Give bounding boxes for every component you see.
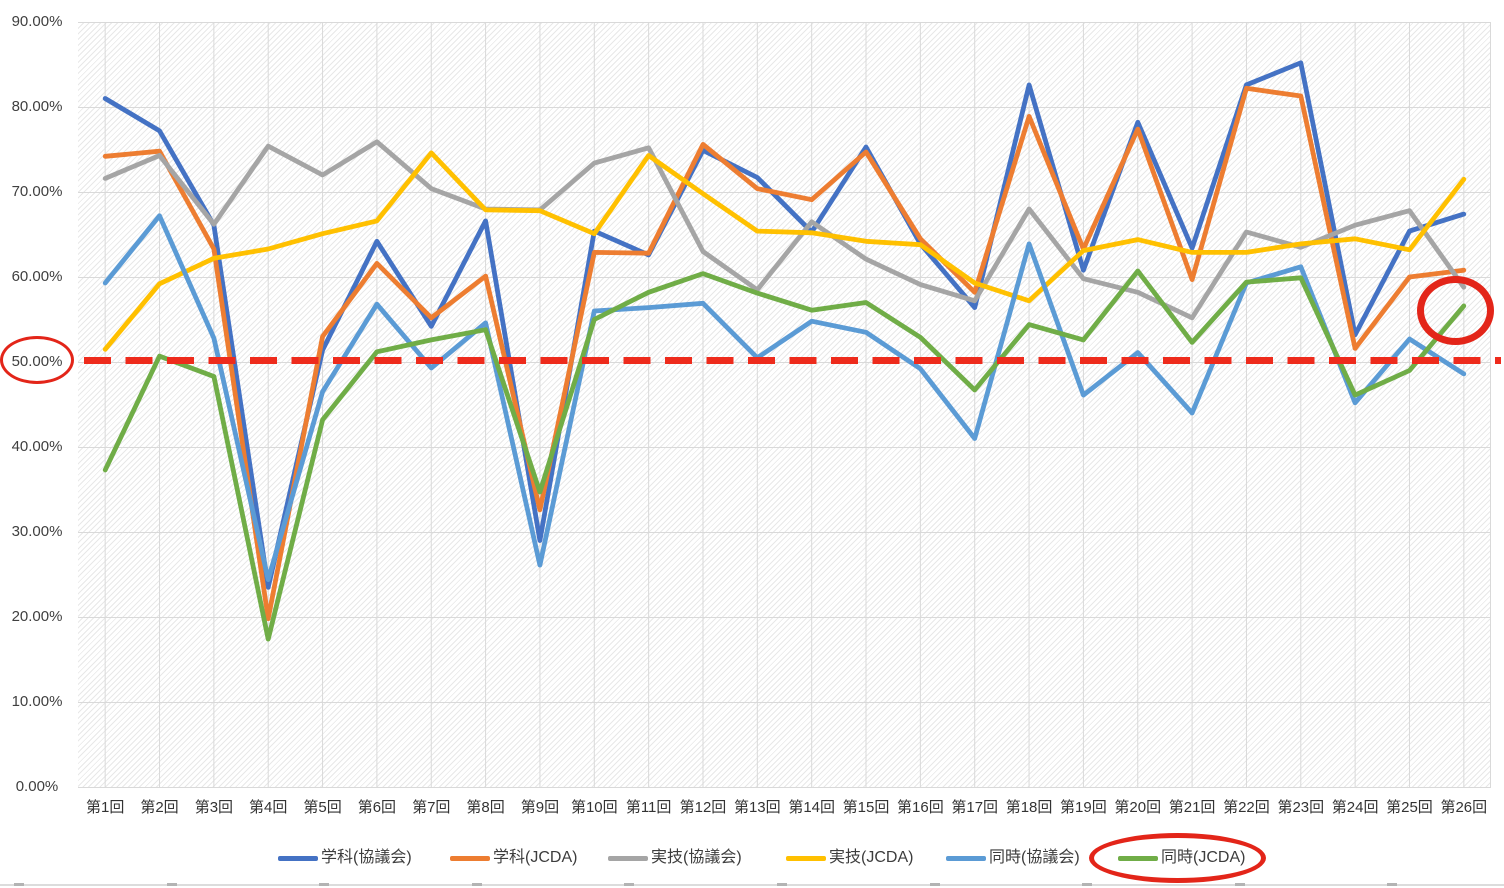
- y-tick-label-0: 0.00%: [15, 778, 59, 795]
- legend-label-doji-kyogikai: 同時(協議会): [989, 849, 1080, 866]
- legend-item-doji-kyogikai: 同時(協議会): [946, 846, 1080, 870]
- x-tick-label-16: 第16回: [897, 799, 944, 816]
- x-tick-label-24: 第24回: [1331, 799, 1379, 816]
- legend-swatch-gakka-kyogikai: [278, 855, 318, 861]
- sheet-column-border-tick: [624, 883, 634, 886]
- x-tick-label-5: 第5回: [303, 799, 342, 816]
- sheet-column-border-tick: [777, 883, 787, 886]
- legend-item-gakka-jcda: 学科(JCDA): [450, 846, 577, 870]
- x-tick-label-11: 第11回: [625, 799, 672, 816]
- y-tick-label-10: 10.00%: [11, 693, 63, 710]
- x-tick-label-9: 第9回: [520, 799, 560, 816]
- x-tick-label-6: 第6回: [357, 799, 397, 816]
- legend-label-jitsugi-jcda: 実技(JCDA): [829, 849, 914, 866]
- sheet-column-border-tick: [930, 883, 940, 886]
- series-line-jitsugi-jcda: [102, 150, 1467, 352]
- x-tick-label-2: 第2回: [140, 799, 179, 816]
- series-line-gakka-kyogikai: [102, 60, 1467, 590]
- y-tick-label-40: 40.00%: [11, 438, 63, 455]
- sheet-column-border-tick: [319, 883, 329, 886]
- sheet-column-border-tick: [1387, 883, 1397, 886]
- sheet-column-border-tick: [167, 883, 177, 886]
- x-tick-label-20: 第20回: [1114, 799, 1162, 816]
- legend-label-jitsugi-kyogikai: 実技(協議会): [651, 849, 742, 866]
- red-circle-final-doji-jcda-point: [1417, 276, 1494, 345]
- sheet-column-border-tick: [1082, 883, 1092, 886]
- legend-swatch-jitsugi-kyogikai: [608, 855, 648, 861]
- x-tick-label-8: 第8回: [466, 799, 505, 816]
- x-tick-label-3: 第3回: [194, 799, 234, 816]
- x-tick-label-13: 第13回: [733, 799, 781, 816]
- legend-item-jitsugi-kyogikai: 実技(協議会): [608, 846, 742, 870]
- series-line-doji-jcda: [102, 268, 1467, 642]
- x-tick-label-18: 第18回: [1005, 799, 1053, 816]
- legend-swatch-gakka-jcda: [450, 855, 490, 861]
- x-tick-label-12: 第12回: [679, 799, 727, 816]
- x-tick-label-17: 第17回: [951, 799, 999, 816]
- legend-item-gakka-kyogikai: 学科(協議会): [278, 846, 412, 870]
- gridlines: [78, 22, 1491, 788]
- legend-item-jitsugi-jcda: 実技(JCDA): [786, 846, 913, 870]
- x-tick-label-4: 第4回: [249, 799, 288, 816]
- y-tick-label-60: 60.00%: [11, 268, 63, 285]
- sheet-column-border-tick: [472, 883, 482, 886]
- x-tick-label-21: 第21回: [1168, 799, 1216, 816]
- series-line-doji-kyogikai: [102, 213, 1467, 582]
- x-tick-label-1: 第1回: [86, 799, 125, 816]
- sheet-column-border-tick: [1235, 883, 1245, 886]
- series-line-jitsugi-kyogikai: [102, 139, 1467, 321]
- x-tick-label-7: 第7回: [412, 799, 451, 816]
- red-ellipse-50-percent-label: [0, 336, 74, 384]
- y-tick-label-70: 70.00%: [11, 183, 63, 200]
- x-tick-label-10: 第10回: [570, 799, 618, 816]
- y-tick-label-90: 90.00%: [11, 13, 63, 30]
- x-tick-label-22: 第22回: [1223, 799, 1270, 816]
- x-tick-label-23: 第23回: [1277, 799, 1325, 816]
- legend-label-gakka-jcda: 学科(JCDA): [493, 849, 578, 866]
- x-tick-label-14: 第14回: [788, 799, 836, 816]
- legend-swatch-jitsugi-jcda: [786, 855, 826, 861]
- y-tick-label-30: 30.00%: [11, 523, 63, 540]
- y-tick-label-80: 80.00%: [11, 98, 63, 115]
- y-tick-label-20: 20.00%: [11, 608, 63, 625]
- x-tick-label-15: 第15回: [842, 799, 890, 816]
- x-tick-label-26: 第26回: [1440, 799, 1488, 816]
- legend-label-gakka-kyogikai: 学科(協議会): [321, 849, 412, 866]
- sheet-gridline: [0, 884, 1504, 886]
- plot-area: [78, 22, 1491, 787]
- x-tick-label-19: 第19回: [1060, 799, 1107, 816]
- legend-swatch-doji-kyogikai: [946, 855, 986, 861]
- series-line-gakka-jcda: [102, 85, 1467, 622]
- sheet-column-border-tick: [14, 883, 24, 886]
- x-tick-label-25: 第25回: [1386, 799, 1433, 816]
- red-ellipse-legend-doji-jcda: [1089, 833, 1266, 883]
